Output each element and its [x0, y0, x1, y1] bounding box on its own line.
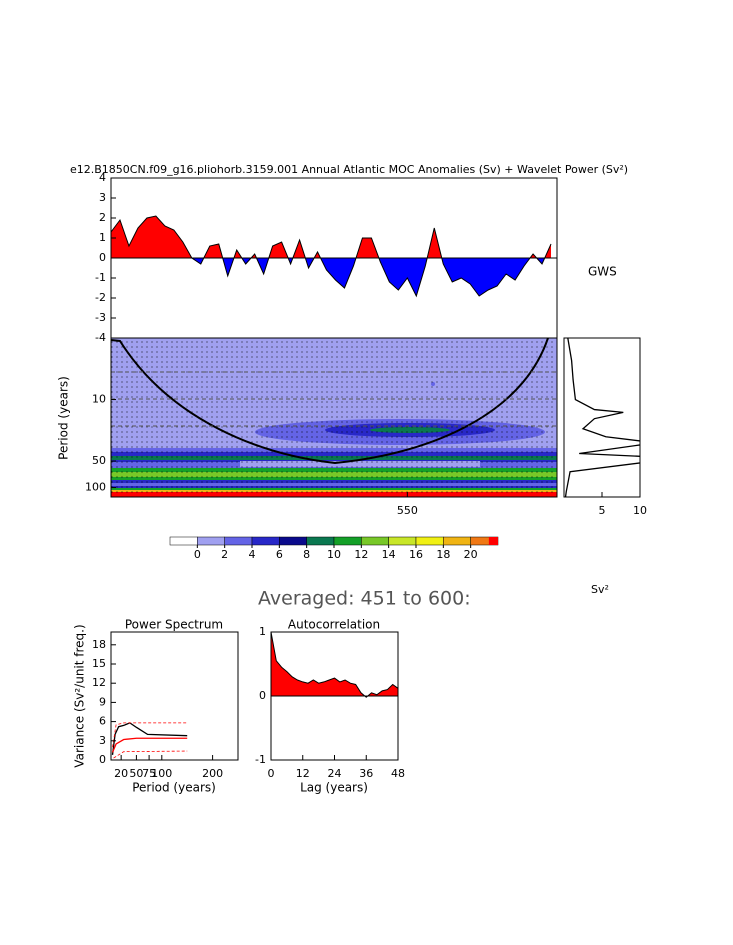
colorbar-label: 6	[276, 548, 283, 561]
y-tick-label: 50	[92, 454, 106, 467]
plot-frame	[110, 337, 558, 498]
y-tick-label: 3	[99, 191, 106, 204]
series-line	[112, 722, 188, 748]
gws-title: GWS	[588, 265, 617, 279]
x-tick-label: 24	[328, 767, 342, 780]
colorbar-box	[306, 536, 335, 546]
y-tick-label: -2	[95, 291, 106, 304]
y-tick-label: -3	[95, 311, 106, 324]
series-line	[111, 737, 188, 753]
colorbar-label: 12	[354, 548, 368, 561]
colorbar-box	[388, 536, 417, 546]
panel-title: Power Spectrum	[125, 618, 223, 632]
colorbar-label: 2	[221, 548, 228, 561]
x-axis-label: Period (years)	[132, 781, 216, 795]
y-tick-label: 2	[99, 211, 106, 224]
y-axis-label: Variance (Sv²/unit freq.)	[73, 624, 87, 767]
x-tick-label: 50	[129, 767, 143, 780]
colorbar-box	[224, 536, 253, 546]
y-tick-label: 12	[92, 676, 106, 689]
colorbar-label: 0	[194, 548, 201, 561]
x-tick-label: 48	[391, 767, 405, 780]
y-tick-label: 0	[259, 689, 266, 702]
y-tick-label: 4	[99, 171, 106, 184]
area-fill	[111, 258, 552, 296]
y-tick-label: 9	[99, 695, 106, 708]
colorbar-box	[443, 536, 471, 546]
y-tick-label: 0	[99, 251, 106, 264]
y-tick-label: 3	[99, 734, 106, 747]
y-tick-label: 10	[92, 393, 106, 406]
y-tick-label: 1	[99, 231, 106, 244]
colorbar-box	[251, 536, 280, 546]
chart-title: e12.B1850CN.f09_g16.pliohorb.3159.001 An…	[70, 163, 628, 176]
y-tick-label: -4	[95, 331, 106, 344]
plot-frame	[110, 631, 239, 761]
y-tick-label: -1	[255, 753, 266, 766]
y-axis-label: Period (years)	[57, 376, 71, 460]
series-line	[113, 750, 188, 759]
x-tick-label: 100	[151, 767, 172, 780]
colorbar-box	[361, 536, 389, 546]
colorbar-label: 20	[464, 548, 478, 561]
area-fill	[271, 632, 398, 696]
area-fill	[111, 216, 552, 258]
gws-line	[564, 338, 640, 497]
y-tick-label: 6	[99, 715, 106, 728]
annotation: Averaged: 451 to 600:	[258, 588, 471, 610]
panel-title: Autocorrelation	[288, 618, 380, 632]
area-outline	[270, 631, 399, 698]
y-tick-label: -1	[95, 271, 106, 284]
y-tick-label: 15	[92, 657, 106, 670]
x-tick-label: 20	[114, 767, 128, 780]
y-tick-label: 0	[99, 753, 106, 766]
colorbar-label: 10	[327, 548, 341, 561]
x-tick-label: 10	[633, 504, 647, 517]
x-tick-label: 550	[397, 504, 418, 517]
x-tick-label: 5	[599, 504, 606, 517]
x-tick-label: 0	[268, 767, 275, 780]
colorbar-box	[279, 536, 307, 546]
x-tick-label: 200	[202, 767, 223, 780]
area-outline	[110, 215, 552, 298]
x-tick-label: 12	[296, 767, 310, 780]
x-tick-label: 75	[142, 767, 156, 780]
colorbar-label: 14	[382, 548, 396, 561]
y-tick-label: 18	[92, 638, 106, 651]
y-tick-label: 1	[259, 625, 266, 638]
colorbar-label: 16	[409, 548, 423, 561]
colorbar-end	[488, 537, 498, 545]
colorbar-label: 18	[436, 548, 450, 561]
x-tick-label: 36	[359, 767, 373, 780]
x-axis-label: Lag (years)	[300, 781, 368, 795]
series-line	[111, 722, 188, 755]
wavelet-contours	[111, 338, 557, 497]
colorbar-box	[333, 536, 362, 546]
colorbar-unit: Sv²	[591, 583, 609, 596]
colorbar-box	[169, 536, 198, 546]
colorbar-label: 8	[303, 548, 310, 561]
colorbar-box	[197, 536, 225, 546]
y-tick-label: 100	[85, 481, 106, 494]
colorbar-label: 4	[249, 548, 256, 561]
colorbar-box	[415, 536, 444, 546]
